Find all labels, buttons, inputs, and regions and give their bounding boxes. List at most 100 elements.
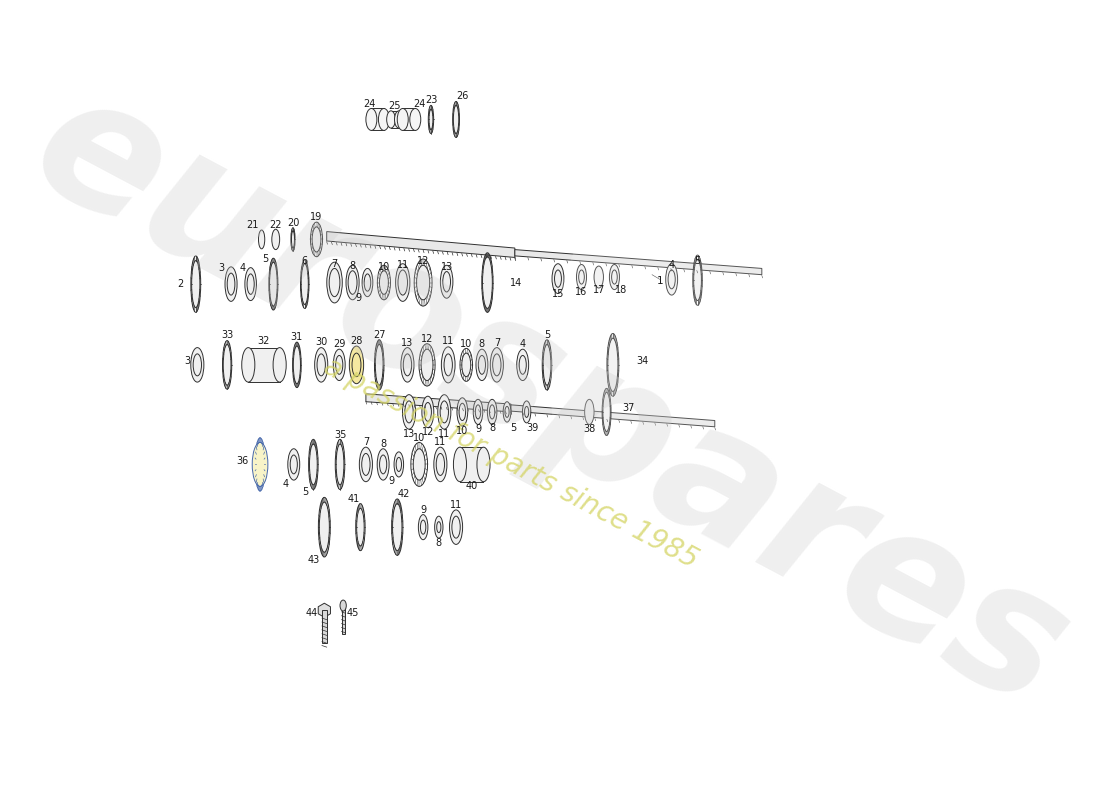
Ellipse shape <box>477 447 491 482</box>
Ellipse shape <box>375 345 383 386</box>
Polygon shape <box>372 109 384 130</box>
Text: 11: 11 <box>442 336 454 346</box>
Text: 25: 25 <box>388 101 401 111</box>
Text: 10: 10 <box>456 426 469 436</box>
Ellipse shape <box>336 355 343 374</box>
Ellipse shape <box>478 355 485 374</box>
Polygon shape <box>366 394 510 412</box>
Ellipse shape <box>405 401 414 423</box>
Ellipse shape <box>579 270 584 284</box>
Ellipse shape <box>397 109 408 130</box>
Ellipse shape <box>668 270 675 289</box>
Ellipse shape <box>404 354 411 376</box>
Ellipse shape <box>414 449 426 480</box>
Text: 10: 10 <box>460 338 472 349</box>
Text: 41: 41 <box>348 494 361 504</box>
Ellipse shape <box>410 109 421 130</box>
Text: 8: 8 <box>381 439 386 449</box>
Ellipse shape <box>452 516 460 538</box>
Ellipse shape <box>403 394 416 429</box>
Text: 4: 4 <box>283 479 289 489</box>
Ellipse shape <box>441 347 455 383</box>
Text: 14: 14 <box>509 278 521 287</box>
Ellipse shape <box>519 355 526 374</box>
Polygon shape <box>510 405 715 426</box>
Polygon shape <box>403 109 416 130</box>
Ellipse shape <box>190 348 204 382</box>
Text: 5: 5 <box>302 487 309 497</box>
Text: 4: 4 <box>519 339 526 350</box>
Text: 26: 26 <box>456 91 469 101</box>
Ellipse shape <box>440 266 453 298</box>
Text: 7: 7 <box>494 338 501 348</box>
Ellipse shape <box>270 262 277 306</box>
Text: 36: 36 <box>236 455 249 466</box>
Ellipse shape <box>379 270 388 294</box>
Ellipse shape <box>456 398 468 426</box>
Ellipse shape <box>554 270 561 287</box>
Ellipse shape <box>609 265 619 290</box>
Ellipse shape <box>329 269 340 297</box>
Polygon shape <box>318 603 330 618</box>
Ellipse shape <box>525 406 529 418</box>
Ellipse shape <box>666 264 678 295</box>
Ellipse shape <box>584 399 594 425</box>
Text: 15: 15 <box>552 290 564 299</box>
Text: 9: 9 <box>420 505 426 515</box>
Text: 6: 6 <box>301 255 308 266</box>
Ellipse shape <box>429 110 433 130</box>
Ellipse shape <box>437 454 444 475</box>
Ellipse shape <box>543 345 551 386</box>
Text: 24: 24 <box>364 98 376 109</box>
Ellipse shape <box>475 405 481 419</box>
Ellipse shape <box>395 111 403 128</box>
Text: 40: 40 <box>465 482 477 491</box>
Ellipse shape <box>453 106 459 134</box>
Text: eurospares: eurospares <box>6 54 1096 746</box>
Ellipse shape <box>612 270 617 284</box>
Text: 2: 2 <box>177 279 184 289</box>
Text: 30: 30 <box>315 337 328 347</box>
Text: 17: 17 <box>593 286 605 295</box>
Ellipse shape <box>228 273 235 295</box>
Ellipse shape <box>473 399 483 425</box>
Bar <box>322 610 327 643</box>
Ellipse shape <box>248 274 254 294</box>
Ellipse shape <box>453 447 466 482</box>
Ellipse shape <box>258 230 265 249</box>
Text: 7: 7 <box>331 258 338 269</box>
Text: 44: 44 <box>306 608 318 618</box>
Text: 8: 8 <box>436 538 442 548</box>
Text: 29: 29 <box>333 339 345 350</box>
Ellipse shape <box>312 227 321 252</box>
Ellipse shape <box>378 109 389 130</box>
Ellipse shape <box>394 452 404 477</box>
Ellipse shape <box>398 270 407 295</box>
Bar <box>342 606 344 634</box>
Ellipse shape <box>522 401 531 423</box>
Text: 32: 32 <box>257 336 271 346</box>
Ellipse shape <box>273 348 286 382</box>
Ellipse shape <box>340 600 346 611</box>
Text: 27: 27 <box>373 330 385 340</box>
Ellipse shape <box>242 348 255 382</box>
Text: 10: 10 <box>377 262 390 272</box>
Text: 11: 11 <box>397 260 409 270</box>
Text: 5: 5 <box>510 422 516 433</box>
Ellipse shape <box>437 522 441 533</box>
Ellipse shape <box>290 455 297 474</box>
Ellipse shape <box>356 508 364 546</box>
Ellipse shape <box>317 354 326 376</box>
Ellipse shape <box>360 447 373 482</box>
Ellipse shape <box>476 349 488 381</box>
Ellipse shape <box>444 354 452 376</box>
Ellipse shape <box>301 264 308 305</box>
Polygon shape <box>327 231 515 258</box>
Text: 28: 28 <box>350 336 363 346</box>
Text: 22: 22 <box>270 219 282 230</box>
Ellipse shape <box>223 345 231 386</box>
Text: 5: 5 <box>263 254 268 264</box>
Ellipse shape <box>422 396 433 427</box>
Text: 12: 12 <box>417 255 429 266</box>
Ellipse shape <box>272 230 279 250</box>
